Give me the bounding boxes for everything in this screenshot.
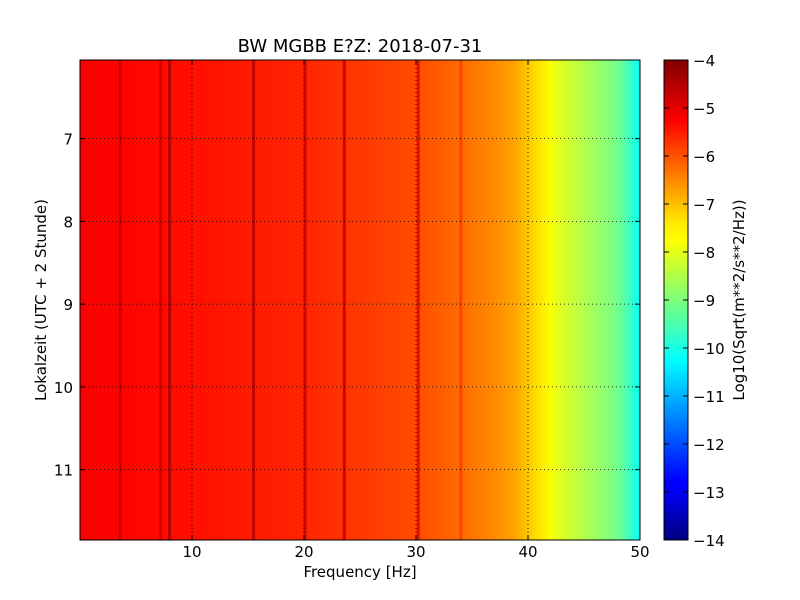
colorbar-tick-label: −8 xyxy=(693,244,715,262)
y-tick-label: 9 xyxy=(63,296,73,314)
colorbar-tick-label: −10 xyxy=(693,340,725,358)
spectral-line xyxy=(118,60,122,540)
y-axis-label: Lokalzeit (UTC + 2 Stunde) xyxy=(32,199,50,401)
colorbar-tick-label: −12 xyxy=(693,436,725,454)
spectral-line xyxy=(416,60,420,540)
colorbar-tick-label: −11 xyxy=(693,388,725,406)
x-tick-label: 40 xyxy=(518,543,537,561)
spectral-line xyxy=(342,60,346,540)
plot-frame xyxy=(79,59,641,541)
colorbar-tick-label: −4 xyxy=(693,52,715,70)
grid-lines xyxy=(80,60,640,540)
colorbar-tick-label: −14 xyxy=(693,532,725,550)
x-tick-label: 20 xyxy=(294,543,313,561)
colorbar-tick-label: −9 xyxy=(693,292,715,310)
y-axis-ticks: 7 8 9 10 11 xyxy=(54,131,640,480)
spectrogram-field xyxy=(80,60,640,540)
colorbar-tick-label: −5 xyxy=(693,100,715,118)
colorbar-tick-label: −7 xyxy=(693,196,715,214)
y-tick-label: 8 xyxy=(63,213,73,231)
chart-title: BW MGBB E?Z: 2018-07-31 xyxy=(238,36,483,57)
colorbar-tick-label: −6 xyxy=(693,148,715,166)
spectral-line xyxy=(303,60,307,540)
y-tick-label: 7 xyxy=(63,131,73,149)
spectrogram-image xyxy=(80,60,640,540)
x-tick-label: 50 xyxy=(630,543,649,561)
x-tick-label: 30 xyxy=(406,543,425,561)
spectral-line xyxy=(159,60,163,540)
y-tick-label: 11 xyxy=(54,462,73,480)
y-tick-label: 10 xyxy=(54,379,73,397)
colorbar-ticks: −4 −5 −6 −7 −8 −9 −10 −11 −12 −13 −14 xyxy=(664,52,725,550)
spectral-line xyxy=(252,60,256,540)
spectral-line xyxy=(168,60,172,540)
spectral-line xyxy=(459,60,463,540)
x-axis-ticks: 10 20 30 40 50 xyxy=(182,60,650,561)
colorbar-label: Log10(Sqrt(m**2/s**2/Hz)) xyxy=(730,199,748,400)
x-axis-label: Frequency [Hz] xyxy=(303,563,416,581)
x-tick-label: 10 xyxy=(182,543,201,561)
colorbar-tick-label: −13 xyxy=(693,484,725,502)
